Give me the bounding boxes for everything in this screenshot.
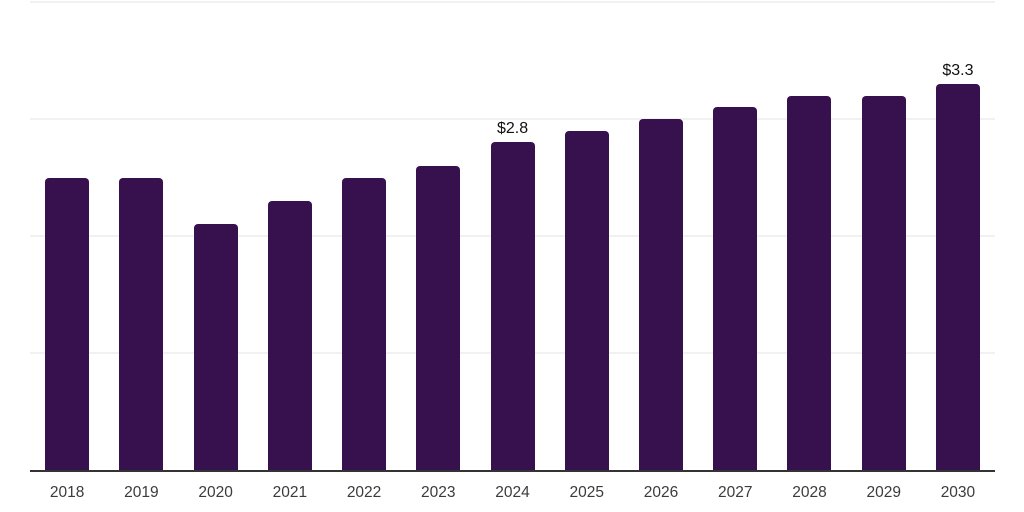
x-tick-label-2029: 2029 <box>866 484 901 501</box>
bar-band-2026 <box>624 2 698 470</box>
x-tick-label-2026: 2026 <box>643 484 679 501</box>
bar-band-2018 <box>30 2 104 470</box>
bar-2022[interactable] <box>342 177 387 470</box>
x-tick-label-2025: 2025 <box>569 484 604 501</box>
bar-value-label-2024: $2.8 <box>496 120 529 138</box>
bar-band-2029 <box>847 2 921 470</box>
x-axis-labels: 2018 2019 2020 2021 2022 2023 2024 2025 2026 2027… <box>30 472 995 502</box>
bar-band-2023 <box>401 2 475 470</box>
x-tick-label-2023: 2023 <box>421 484 456 501</box>
x-tick-label-2018: 2018 <box>49 484 85 501</box>
x-tick-label-2021: 2021 <box>272 484 308 501</box>
x-tick-label-2019: 2019 <box>124 484 159 501</box>
x-tick-label-2030: 2030 <box>940 484 976 501</box>
bar-2030[interactable] <box>935 83 980 470</box>
bar-band-2030: $3.3 <box>921 2 995 470</box>
bar-band-2025 <box>550 2 624 470</box>
bar-band-2021 <box>253 2 327 470</box>
gridline-y-3 <box>30 118 995 120</box>
bar-band-2027 <box>698 2 772 470</box>
x-tick-label-2020: 2020 <box>198 484 233 501</box>
x-tick-label-2024: 2024 <box>495 484 530 501</box>
x-tick-label-2027: 2027 <box>717 484 753 501</box>
bar-band-2022 <box>327 2 401 470</box>
x-tick-label-2022: 2022 <box>346 484 382 501</box>
bar-2024[interactable] <box>490 142 535 470</box>
plot-area: $2.8 $3.3 <box>30 1 995 472</box>
bar-band-2020 <box>178 2 252 470</box>
gridline-y-4 <box>30 1 995 3</box>
bar-2028[interactable] <box>787 95 832 470</box>
bar-value-label-2030: $3.3 <box>942 61 974 79</box>
x-tick-label-2028: 2028 <box>792 484 827 501</box>
bar-2019[interactable] <box>119 177 164 470</box>
bar-2023[interactable] <box>416 165 461 470</box>
bar-2021[interactable] <box>267 200 312 470</box>
bar-2029[interactable] <box>861 95 906 470</box>
bar-band-2019 <box>104 2 178 470</box>
bars-row: $2.8 $3.3 <box>30 2 995 470</box>
bar-band-2028 <box>772 2 846 470</box>
bar-2020[interactable] <box>193 224 238 470</box>
bar-2025[interactable] <box>564 130 609 470</box>
bar-2018[interactable] <box>45 177 90 470</box>
bar-band-2024: $2.8 <box>475 2 549 470</box>
bar-2026[interactable] <box>638 119 683 470</box>
bar-2027[interactable] <box>713 107 758 470</box>
